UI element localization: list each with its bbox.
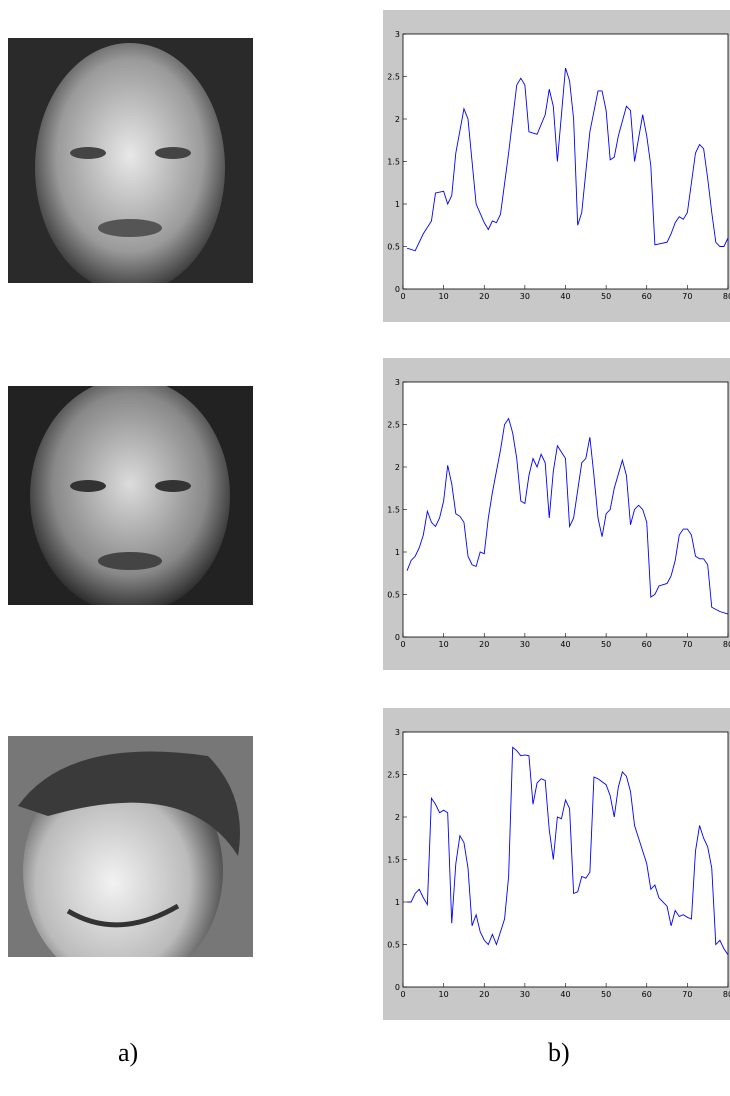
x-tick-label: 50: [601, 640, 611, 649]
y-tick-label: 0.5: [387, 941, 400, 950]
x-tick-label: 30: [520, 990, 530, 999]
x-tick-label: 80: [723, 292, 730, 301]
x-tick-label: 70: [682, 640, 692, 649]
x-tick-label: 80: [723, 990, 730, 999]
y-tick-label: 1: [395, 200, 400, 209]
face-image: [8, 736, 253, 957]
y-tick-label: 2.5: [387, 421, 400, 430]
x-tick-label: 30: [520, 640, 530, 649]
face-image: [8, 386, 253, 605]
y-tick-label: 0: [395, 285, 400, 294]
y-tick-label: 0.5: [387, 243, 400, 252]
x-tick-label: 10: [439, 292, 449, 301]
x-tick-label: 10: [439, 640, 449, 649]
y-tick-label: 3: [395, 728, 400, 737]
caption: a): [118, 1038, 139, 1067]
x-tick-label: 40: [560, 292, 570, 301]
y-tick-label: 1.5: [387, 158, 400, 167]
x-tick-label: 20: [479, 990, 489, 999]
face-image: [8, 38, 253, 283]
y-tick-label: 1: [395, 548, 400, 557]
x-tick-label: 0: [400, 640, 405, 649]
x-tick-label: 10: [439, 990, 449, 999]
data-line: [406, 417, 729, 615]
y-tick-label: 2: [395, 463, 400, 472]
x-tick-label: 70: [682, 990, 692, 999]
x-tick-label: 0: [400, 292, 405, 301]
y-tick-label: 2: [395, 115, 400, 124]
x-tick-label: 60: [642, 292, 652, 301]
y-tick-label: 2.5: [387, 771, 400, 780]
x-tick-label: 70: [682, 292, 692, 301]
x-tick-label: 50: [601, 292, 611, 301]
y-tick-label: 1: [395, 898, 400, 907]
data-line: [406, 67, 729, 252]
y-tick-label: 2: [395, 813, 400, 822]
x-tick-label: 50: [601, 990, 611, 999]
x-tick-label: 20: [479, 640, 489, 649]
data-line: [407, 746, 729, 955]
y-tick-label: 3: [395, 378, 400, 387]
y-tick-label: 1.5: [387, 506, 400, 515]
y-tick-label: 0: [395, 633, 400, 642]
x-tick-label: 80: [723, 640, 730, 649]
plot-area: [402, 381, 729, 638]
y-tick-label: 0: [395, 983, 400, 992]
plot-area: [402, 731, 729, 988]
x-tick-label: 60: [642, 640, 652, 649]
x-tick-label: 20: [479, 292, 489, 301]
plot-area: [402, 33, 729, 290]
x-tick-label: 40: [560, 640, 570, 649]
x-tick-label: 40: [560, 990, 570, 999]
y-tick-label: 1.5: [387, 856, 400, 865]
x-tick-label: 30: [520, 292, 530, 301]
caption: b): [548, 1038, 570, 1067]
y-tick-label: 0.5: [387, 591, 400, 600]
x-tick-label: 60: [642, 990, 652, 999]
y-tick-label: 2.5: [387, 73, 400, 82]
y-tick-label: 3: [395, 30, 400, 39]
x-tick-label: 0: [400, 990, 405, 999]
